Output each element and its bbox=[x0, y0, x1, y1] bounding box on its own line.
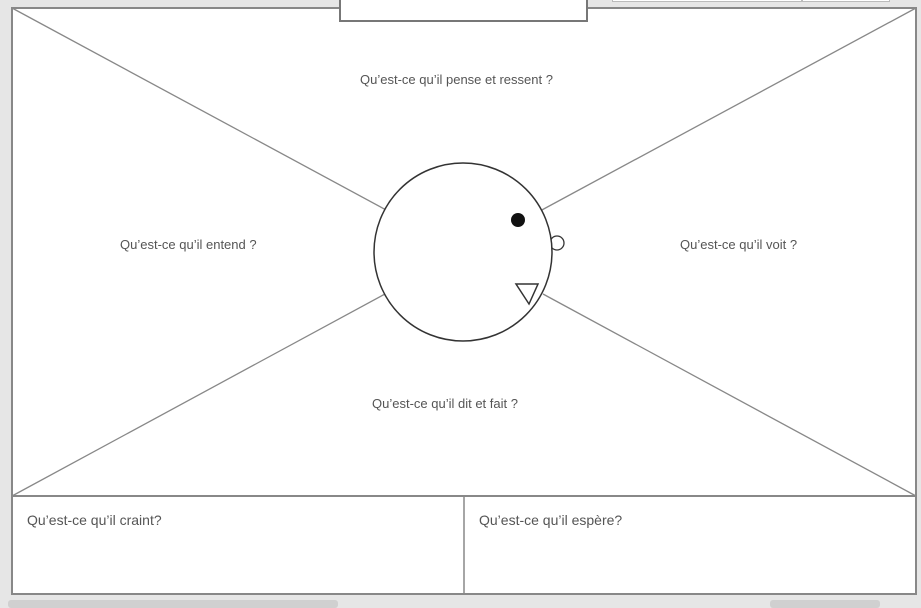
eye-dot bbox=[511, 213, 525, 227]
diagonal-bottom-right bbox=[542, 293, 917, 497]
hears-label: Qu’est-ce qu’il entend ? bbox=[120, 237, 257, 252]
footer-text-left bbox=[8, 600, 338, 608]
hopes-box-label: Qu’est-ce qu’il espère? bbox=[479, 512, 623, 528]
diagonal-bottom-left bbox=[11, 293, 386, 497]
footer-text-right bbox=[770, 600, 880, 608]
fears-box-label: Qu’est-ce qu’il craint? bbox=[27, 512, 162, 528]
thinks-feels-label: Qu’est-ce qu’il pense et ressent ? bbox=[360, 72, 553, 87]
head-circle bbox=[373, 162, 553, 342]
says-does-label: Qu’est-ce qu’il dit et fait ? bbox=[372, 396, 518, 411]
mouth-triangle bbox=[514, 283, 540, 306]
top-field-1[interactable] bbox=[612, 0, 802, 2]
top-field-2[interactable] bbox=[802, 0, 890, 2]
diagonal-top-right bbox=[539, 7, 917, 212]
diagonal-top-left bbox=[11, 7, 389, 212]
head-icon bbox=[373, 162, 565, 342]
sees-label: Qu’est-ce qu’il voit ? bbox=[680, 237, 798, 252]
title-input-box[interactable] bbox=[339, 0, 588, 22]
